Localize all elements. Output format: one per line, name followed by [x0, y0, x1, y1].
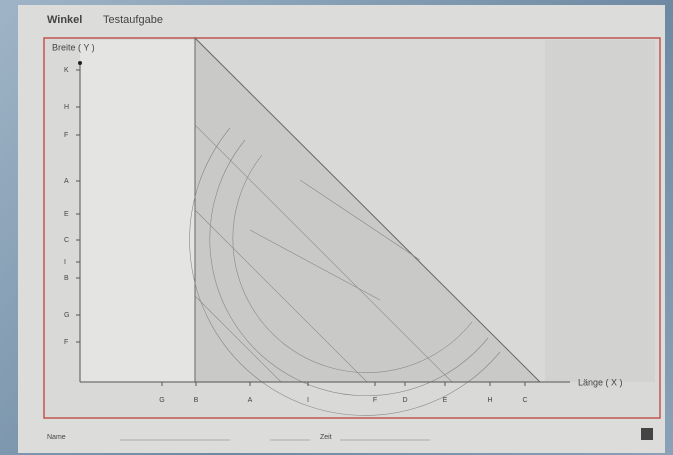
x-tick-label: A: [248, 397, 253, 404]
axis-point: [78, 61, 82, 65]
y-tick-label: K: [64, 67, 69, 74]
x-tick-label: I: [307, 397, 309, 404]
y-axis-label: Breite ( Y ): [52, 42, 95, 52]
y-tick-label: C: [64, 237, 69, 244]
x-tick-label: G: [159, 397, 164, 404]
x-tick-label: D: [402, 397, 407, 404]
y-tick-label: I: [64, 259, 66, 266]
x-tick-label: E: [443, 397, 448, 404]
tab[interactable]: Testaufgabe: [103, 14, 163, 26]
y-tick-label: B: [64, 275, 69, 282]
band: [545, 40, 655, 382]
y-tick-label: F: [64, 339, 68, 346]
x-tick-label: C: [522, 397, 527, 404]
band: [80, 40, 195, 382]
x-tick-label: H: [487, 397, 492, 404]
y-tick-label: F: [64, 132, 68, 139]
name-label: Name: [47, 434, 66, 441]
protractor: [189, 124, 501, 416]
edit-icon[interactable]: [641, 428, 653, 440]
y-tick-label: E: [64, 211, 69, 218]
y-tick-label: A: [64, 178, 69, 185]
x-axis-label: Länge ( X ): [578, 377, 623, 387]
y-tick-label: G: [64, 312, 69, 319]
x-tick-label: F: [373, 397, 377, 404]
x-tick-label: B: [194, 397, 199, 404]
y-tick-label: H: [64, 104, 69, 111]
tab[interactable]: Winkel: [47, 14, 82, 26]
time-label: Zeit: [320, 434, 332, 441]
